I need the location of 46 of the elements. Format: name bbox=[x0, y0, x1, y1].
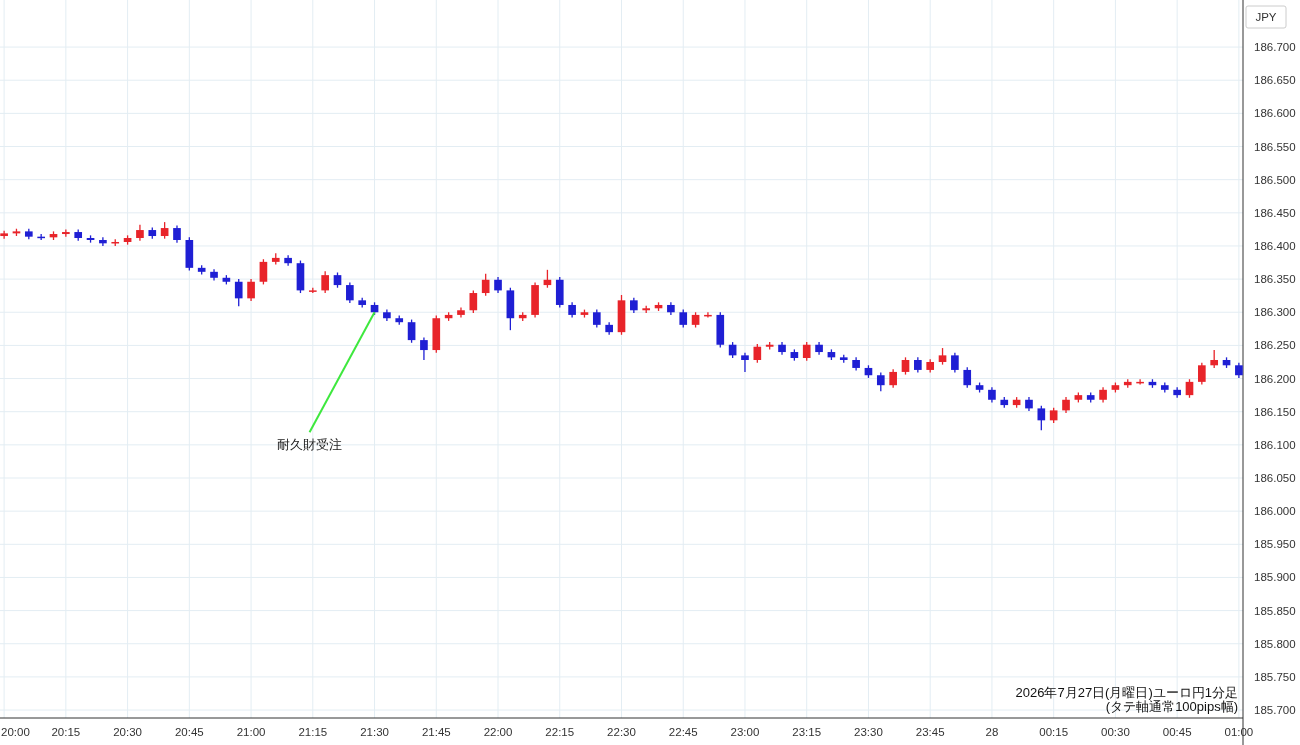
y-tick-label: 186.700 bbox=[1254, 41, 1296, 54]
x-tick-label: 22:00 bbox=[483, 726, 513, 738]
x-tick-label: 21:30 bbox=[360, 726, 389, 738]
y-tick-label: 186.550 bbox=[1254, 140, 1296, 153]
y-tick-label: 186.250 bbox=[1254, 339, 1296, 352]
y-tick-label: 186.050 bbox=[1254, 472, 1296, 484]
x-tick-label: 20:30 bbox=[113, 726, 142, 738]
x-tick-label: 22:15 bbox=[545, 726, 575, 738]
x-tick-label: 20:15 bbox=[51, 726, 81, 738]
y-tick-label: 185.900 bbox=[1254, 571, 1296, 584]
y-tick-label: 186.450 bbox=[1254, 206, 1296, 219]
y-tick-label: 186.400 bbox=[1254, 239, 1296, 252]
y-tick-label: 186.200 bbox=[1254, 372, 1296, 385]
y-tick-label: 186.500 bbox=[1254, 173, 1296, 186]
x-tick-label: 21:45 bbox=[421, 726, 451, 738]
y-tick-label: 186.000 bbox=[1254, 505, 1296, 518]
y-tick-label: 186.350 bbox=[1254, 273, 1296, 286]
x-tick-label: 00:30 bbox=[1101, 726, 1130, 738]
text: 2026年7月27日(月曜日)ユーロ円1分足 bbox=[1015, 685, 1238, 700]
y-axis-title: JPY bbox=[1255, 11, 1277, 23]
x-tick-label: 23:45 bbox=[915, 726, 945, 738]
x-tick-label: 22:45 bbox=[668, 726, 698, 738]
y-tick-label: 185.700 bbox=[1254, 704, 1296, 717]
x-tick-label: 21:15 bbox=[298, 726, 328, 738]
y-tick-label: 185.750 bbox=[1254, 670, 1296, 683]
y-tick-label: 185.950 bbox=[1254, 538, 1296, 551]
y-tick-label: 186.600 bbox=[1254, 107, 1296, 120]
x-tick-label: 20:00 bbox=[1, 726, 30, 738]
x-tick-label: 20:45 bbox=[174, 726, 204, 738]
x-tick-label: 23:00 bbox=[730, 726, 760, 738]
x-tick-label: 00:45 bbox=[1162, 726, 1192, 738]
text: (タテ軸通常100pips幅) bbox=[1105, 699, 1238, 714]
x-tick-label: 23:15 bbox=[792, 726, 822, 738]
x-tick-label: 00:15 bbox=[1039, 726, 1069, 738]
x-tick-label: 23:30 bbox=[854, 726, 883, 738]
y-tick-label: 185.800 bbox=[1254, 637, 1296, 650]
y-tick-label: 186.150 bbox=[1254, 405, 1296, 418]
x-tick-label: 22:30 bbox=[607, 726, 636, 738]
y-tick-label: 186.650 bbox=[1254, 74, 1296, 87]
x-tick-label: 01:00 bbox=[1224, 726, 1254, 738]
y-tick-label: 186.100 bbox=[1254, 438, 1296, 451]
annotation: 耐久財受注 bbox=[277, 437, 343, 453]
x-tick-label: 21:00 bbox=[236, 726, 266, 738]
y-tick-label: 185.850 bbox=[1254, 604, 1296, 617]
y-tick-label: 186.300 bbox=[1254, 306, 1296, 319]
x-tick-label: 28 bbox=[985, 726, 999, 738]
